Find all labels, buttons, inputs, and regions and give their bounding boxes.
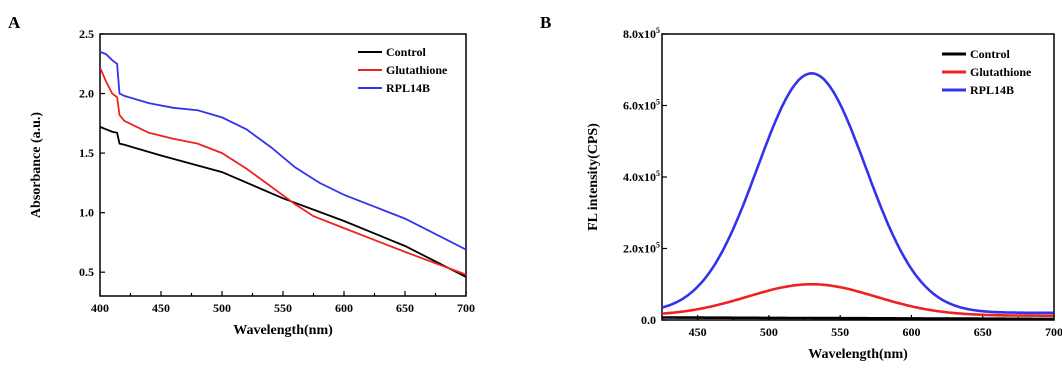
panel-a-label: A: [8, 13, 21, 32]
panel-a-legend-label: RPL14B: [386, 81, 430, 95]
panel-a-legend-label: Control: [386, 45, 426, 59]
panel-a-y-tick-label: 2.0: [79, 87, 94, 101]
panel-a-x-axis-title: Wavelength(nm): [233, 323, 333, 338]
panel-a-y-tick-label: 1.0: [79, 206, 94, 220]
panel-a-x-tick-label: 650: [396, 301, 414, 315]
panel-a-y-tick-label: 0.5: [79, 265, 94, 279]
panel-a-x-tick-label: 400: [91, 301, 109, 315]
panel-b-legend-label: Glutathione: [970, 65, 1032, 79]
panel-a-series-line-rpl14b: [100, 51, 466, 251]
panel-a-chart: 400 450 500 550 600 650 700 0.5 1.0 1.5 2.0 2.5 Wave…: [29, 27, 475, 338]
panel-b-x-tick-label: 550: [831, 325, 849, 339]
panel-a-x-tick-label: 700: [457, 301, 475, 315]
panel-b-x-tick-label: 700: [1045, 325, 1062, 339]
panel-b-series-line-rpl14b: [662, 71, 1054, 315]
panel-b-y-tick-label: 4.0x105: [623, 169, 660, 184]
panel-b-y-axis-title: FL intensity(CPS): [586, 123, 601, 231]
panel-a-legend-label: Glutathione: [386, 63, 448, 77]
panel-a-y-axis-title: Absorbance (a.u.): [29, 112, 44, 219]
panel-b-series-line-glutathione: [662, 283, 1054, 317]
panel-b-series-line-control: [662, 316, 1054, 320]
panel-a-y-tick-label: 1.5: [79, 146, 94, 160]
panel-b-label: B: [540, 13, 551, 32]
panel-b-y-tick-label: 2.0x105: [623, 241, 660, 256]
panel-b-chart: 450 500 550 600 650 700 0.0 2.0x105 4.0x105 6.0x1…: [586, 26, 1062, 362]
panel-b-x-tick-label: 500: [760, 325, 778, 339]
panel-b-legend-label: Control: [970, 47, 1010, 61]
panel-b-y-tick-label: 8.0x105: [623, 26, 660, 41]
panel-b-x-tick-label: 600: [902, 325, 920, 339]
panel-a-series-line-control: [100, 126, 466, 278]
panel-a: A 400 450 500 550 600 650 700 0.5 1.0 1.5 2.0 2.5 Wa…: [8, 13, 475, 338]
panel-a-x-tick-label: 550: [274, 301, 292, 315]
panel-a-x-tick-label: 450: [152, 301, 170, 315]
panel-b-y-tick-label: 6.0x105: [623, 98, 660, 113]
panel-a-y-tick-label: 2.5: [79, 27, 94, 41]
panel-a-x-tick-label: 500: [213, 301, 231, 315]
panel-b-y-tick-label: 0.0: [641, 313, 656, 327]
panel-b-x-tick-label: 450: [689, 325, 707, 339]
panel-a-series-line-glutathione: [100, 66, 466, 276]
panel-b-legend-label: RPL14B: [970, 83, 1014, 97]
panel-b-x-tick-label: 650: [974, 325, 992, 339]
panel-a-x-tick-label: 600: [335, 301, 353, 315]
panel-b-x-axis-title: Wavelength(nm): [808, 347, 908, 362]
panel-b: B 450 500 550 600 650 700 0.0 2.0x105 4.0x105 6.0…: [540, 13, 1062, 362]
